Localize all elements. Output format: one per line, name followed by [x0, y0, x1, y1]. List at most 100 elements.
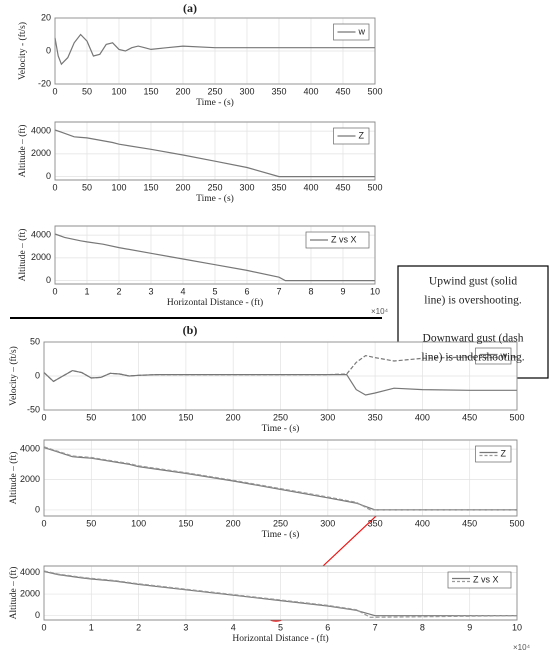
x-tick-label: 50 [86, 412, 96, 422]
x-tick-label: 150 [143, 86, 158, 96]
x-tick-label: 50 [82, 86, 92, 96]
series-line [43, 447, 517, 511]
x-tick-label: 0 [41, 412, 46, 422]
x-tick-label: 200 [226, 518, 241, 528]
x-tick-label: 2 [116, 286, 121, 296]
x-tick-label: 0 [41, 518, 46, 528]
y-tick-label: 2000 [20, 588, 40, 598]
y-tick-label: 2000 [31, 148, 51, 158]
annotation-line: Downward gust (dash [423, 333, 524, 345]
y-tick-label: 2000 [31, 252, 51, 262]
x-tick-label: 10 [512, 622, 522, 632]
x-exponent-label: ×10⁴ [371, 307, 389, 316]
y-tick-label: 0 [46, 45, 51, 55]
legend-label: w [358, 26, 366, 36]
x-axis-label: Time - (s) [196, 97, 234, 108]
plot-frame [43, 565, 518, 621]
x-tick-label: 300 [239, 182, 254, 192]
x-tick-label: 400 [415, 412, 430, 422]
x-tick-label: 150 [178, 412, 193, 422]
x-tick-label: 450 [335, 182, 350, 192]
y-axis-label: Altitude – (ft) [8, 567, 19, 620]
y-tick-label: -20 [38, 78, 51, 88]
series-line [54, 129, 375, 178]
x-tick-label: 6 [244, 286, 249, 296]
plot-frame [54, 225, 376, 285]
plot-frame [43, 439, 518, 517]
x-tick-label: 9 [340, 286, 345, 296]
subplot: 0 50 100 150 200 250 300 350 400 450 500-50050Time… [8, 336, 524, 434]
x-tick-label: 8 [308, 286, 313, 296]
x-tick-label: 4 [180, 286, 185, 296]
x-tick-label: 450 [462, 518, 477, 528]
x-tick-label: 100 [131, 518, 146, 528]
x-tick-label: 100 [131, 412, 146, 422]
x-axis-label: Time - (s) [196, 193, 234, 204]
legend-box [475, 347, 512, 365]
x-tick-label: 250 [273, 518, 288, 528]
x-tick-label: 0 [52, 286, 57, 296]
x-tick-label: 450 [335, 86, 350, 96]
annotation-line: line) is undershooting. [421, 352, 524, 364]
x-tick-label: 150 [143, 182, 158, 192]
x-tick-label: 500 [367, 86, 382, 96]
x-tick-label: 2 [136, 622, 141, 632]
series-line [43, 570, 518, 618]
x-tick-label: 5 [212, 286, 217, 296]
y-tick-label: -50 [27, 404, 40, 414]
subplot: 0 50 100 150 200 250 300 350 400 450 500-20020Time… [17, 12, 382, 108]
y-tick-label: 0 [46, 171, 51, 181]
panel-label: (a) [183, 1, 197, 15]
x-tick-label: 1 [89, 622, 94, 632]
x-tick-label: 300 [320, 518, 335, 528]
x-tick-label: 200 [175, 182, 190, 192]
x-tick-label: 500 [509, 518, 524, 528]
x-tick-label: 7 [276, 286, 281, 296]
annotation: Upwind gust (solid line) is overshooting.… [421, 276, 524, 364]
x-tick-label: 350 [271, 86, 286, 96]
x-tick-label: 100 [111, 182, 126, 192]
legend-label: Z [501, 448, 507, 458]
y-tick-label: 4000 [31, 125, 51, 135]
y-axis-label: Altitude – (ft) [17, 229, 28, 282]
y-tick-label: 50 [30, 336, 40, 346]
y-tick-label: 0 [46, 275, 51, 285]
legend-label: Z [359, 130, 365, 140]
subplot: 0 50 100 150 200 250 300 350 400 450 500 0 2000 4000 T… [17, 121, 383, 204]
x-tick-label: 400 [303, 86, 318, 96]
y-axis-label: Altitude – (ft) [8, 452, 19, 505]
panel-label: (b) [183, 323, 198, 337]
series-line [54, 33, 375, 66]
x-tick-label: 450 [462, 412, 477, 422]
x-axis-label: Horizontal Distance - (ft) [232, 633, 328, 644]
y-tick-label: 4000 [20, 443, 40, 453]
y-tick-label: 4000 [31, 229, 51, 239]
x-tick-label: 1 [84, 286, 89, 296]
x-tick-label: 500 [509, 412, 524, 422]
x-tick-label: 350 [368, 412, 383, 422]
annotation-line: line) is overshooting. [424, 295, 522, 307]
x-tick-label: 300 [320, 412, 335, 422]
annotation-line: Upwind gust (solid [429, 276, 517, 288]
x-axis-label: Horizontal Distance - (ft) [167, 297, 263, 308]
y-tick-label: 0 [35, 504, 40, 514]
y-tick-label: 0 [35, 370, 40, 380]
x-tick-label: 250 [273, 412, 288, 422]
x-exponent-label: ×10⁴ [513, 643, 531, 652]
series-line [54, 233, 375, 282]
subplot: 0 1 2 3 4 5 6 7 8 9 10 0 2000 4000 Horizontal Distance… [17, 225, 389, 316]
plot-frame [54, 17, 376, 85]
series-line [43, 446, 517, 511]
x-tick-label: 3 [183, 622, 188, 632]
legend-label: w [500, 350, 508, 360]
x-tick-label: 100 [111, 86, 126, 96]
x-tick-label: 350 [368, 518, 383, 528]
x-tick-label: 7 [373, 622, 378, 632]
x-tick-label: 350 [271, 182, 286, 192]
x-tick-label: 8 [420, 622, 425, 632]
x-tick-label: 200 [226, 412, 241, 422]
y-tick-label: 2000 [20, 474, 40, 484]
y-axis-label: Altitude – (ft) [17, 125, 28, 178]
x-tick-label: 5 [278, 622, 283, 632]
